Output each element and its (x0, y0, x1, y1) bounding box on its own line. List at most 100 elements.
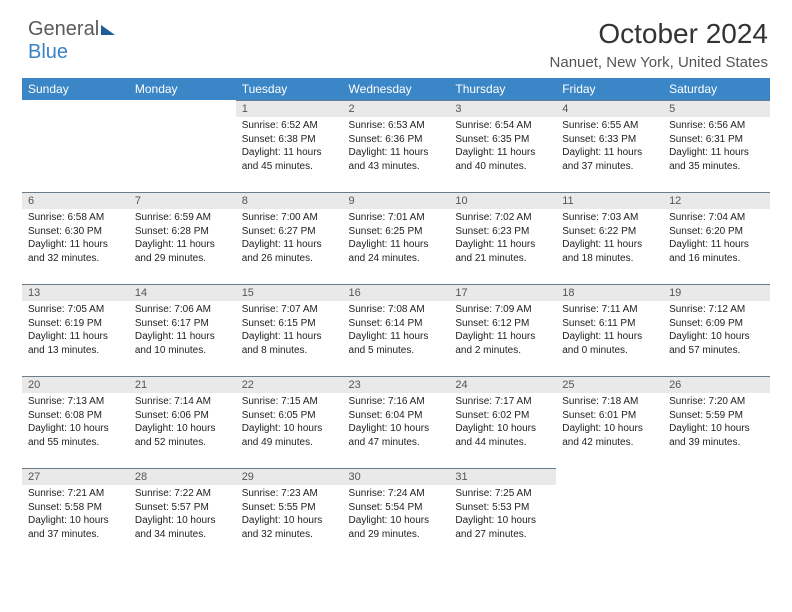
day-number: 11 (556, 192, 663, 209)
calendar-cell: 20Sunrise: 7:13 AMSunset: 6:08 PMDayligh… (22, 376, 129, 468)
daylight-line: Daylight: 11 hours and 5 minutes. (349, 330, 444, 357)
daylight-line: Daylight: 11 hours and 45 minutes. (242, 146, 337, 173)
daylight-line: Daylight: 11 hours and 0 minutes. (562, 330, 657, 357)
calendar-cell: 13 Sunrise: 7:05 AMSunset: 6:19 PMDayligh… (22, 284, 129, 376)
calendar-table: Sunday Monday Tuesday Wednesday Thursday… (22, 78, 770, 560)
calendar-cell (22, 100, 129, 192)
day-number: 25 (556, 376, 663, 393)
sunset-line: Sunset: 5:55 PM (242, 501, 337, 515)
day-number: 12 (663, 192, 770, 209)
sunrise-line: Sunrise: 6:55 AM (562, 119, 657, 133)
sunrise-line: Sunrise: 7:00 AM (242, 211, 337, 225)
day-number: 5 (663, 100, 770, 117)
calendar-cell: 9Sunrise: 7:01 AMSunset: 6:25 PMDaylight… (343, 192, 450, 284)
daylight-line: Daylight: 10 hours and 52 minutes. (135, 422, 230, 449)
daylight-line: Daylight: 11 hours and 2 minutes. (455, 330, 550, 357)
day-info: Sunrise: 7:04 AMSunset: 6:20 PMDaylight:… (663, 209, 770, 269)
day-number: 8 (236, 192, 343, 209)
sunset-line: Sunset: 6:02 PM (455, 409, 550, 423)
sunrise-line: Sunrise: 7:17 AM (455, 395, 550, 409)
calendar-row: 20Sunrise: 7:13 AMSunset: 6:08 PMDayligh… (22, 376, 770, 468)
calendar-cell: 25Sunrise: 7:18 AMSunset: 6:01 PMDayligh… (556, 376, 663, 468)
daylight-line: Daylight: 10 hours and 49 minutes. (242, 422, 337, 449)
calendar-cell: 31Sunrise: 7:25 AMSunset: 5:53 PMDayligh… (449, 468, 556, 560)
sunrise-line: Sunrise: 7:15 AM (242, 395, 337, 409)
sunrise-line: Sunrise: 7:07 AM (242, 303, 337, 317)
daylight-line: Daylight: 10 hours and 29 minutes. (349, 514, 444, 541)
daylight-line: Daylight: 10 hours and 34 minutes. (135, 514, 230, 541)
daylight-line: Daylight: 10 hours and 42 minutes. (562, 422, 657, 449)
weekday-header: Sunday (22, 78, 129, 100)
day-number: 31 (449, 468, 556, 485)
daylight-line: Daylight: 11 hours and 16 minutes. (669, 238, 764, 265)
day-number: 24 (449, 376, 556, 393)
sunset-line: Sunset: 6:31 PM (669, 133, 764, 147)
sunset-line: Sunset: 5:54 PM (349, 501, 444, 515)
calendar-cell: 27Sunrise: 7:21 AMSunset: 5:58 PMDayligh… (22, 468, 129, 560)
calendar-cell: 30Sunrise: 7:24 AMSunset: 5:54 PMDayligh… (343, 468, 450, 560)
sunrise-line: Sunrise: 7:20 AM (669, 395, 764, 409)
day-number: 4 (556, 100, 663, 117)
weekday-header: Thursday (449, 78, 556, 100)
logo-triangle-icon (101, 25, 115, 35)
daylight-line: Daylight: 11 hours and 13 minutes. (28, 330, 123, 357)
sunset-line: Sunset: 6:08 PM (28, 409, 123, 423)
daylight-line: Daylight: 10 hours and 57 minutes. (669, 330, 764, 357)
sunset-line: Sunset: 5:59 PM (669, 409, 764, 423)
day-number: 22 (236, 376, 343, 393)
day-number: 16 (343, 284, 450, 301)
daylight-line: Daylight: 10 hours and 37 minutes. (28, 514, 123, 541)
day-info: Sunrise: 6:58 AMSunset: 6:30 PMDaylight:… (22, 209, 129, 269)
sunrise-line: Sunrise: 7:11 AM (562, 303, 657, 317)
calendar-cell: 1Sunrise: 6:52 AMSunset: 6:38 PMDaylight… (236, 100, 343, 192)
calendar-cell: 5Sunrise: 6:56 AMSunset: 6:31 PMDaylight… (663, 100, 770, 192)
sunrise-line: Sunrise: 7:14 AM (135, 395, 230, 409)
day-info: Sunrise: 7:08 AMSunset: 6:14 PMDaylight:… (343, 301, 450, 361)
sunrise-line: Sunrise: 7:09 AM (455, 303, 550, 317)
daylight-line: Daylight: 11 hours and 37 minutes. (562, 146, 657, 173)
day-info: Sunrise: 6:56 AMSunset: 6:31 PMDaylight:… (663, 117, 770, 177)
daylight-line: Daylight: 11 hours and 43 minutes. (349, 146, 444, 173)
day-number: 23 (343, 376, 450, 393)
sunset-line: Sunset: 6:19 PM (28, 317, 123, 331)
sunrise-line: Sunrise: 6:52 AM (242, 119, 337, 133)
sunset-line: Sunset: 6:17 PM (135, 317, 230, 331)
day-info: Sunrise: 7:02 AMSunset: 6:23 PMDaylight:… (449, 209, 556, 269)
day-info: Sunrise: 6:55 AMSunset: 6:33 PMDaylight:… (556, 117, 663, 177)
sunrise-line: Sunrise: 7:25 AM (455, 487, 550, 501)
day-number: 29 (236, 468, 343, 485)
sunrise-line: Sunrise: 7:01 AM (349, 211, 444, 225)
weekday-header-row: Sunday Monday Tuesday Wednesday Thursday… (22, 78, 770, 100)
day-number: 10 (449, 192, 556, 209)
day-number: 15 (236, 284, 343, 301)
sunset-line: Sunset: 6:38 PM (242, 133, 337, 147)
weekday-header: Friday (556, 78, 663, 100)
day-info: Sunrise: 6:54 AMSunset: 6:35 PMDaylight:… (449, 117, 556, 177)
calendar-cell: 14Sunrise: 7:06 AMSunset: 6:17 PMDayligh… (129, 284, 236, 376)
day-number: 6 (22, 192, 129, 209)
sunset-line: Sunset: 6:06 PM (135, 409, 230, 423)
calendar-cell: 8Sunrise: 7:00 AMSunset: 6:27 PMDaylight… (236, 192, 343, 284)
sunrise-line: Sunrise: 7:13 AM (28, 395, 123, 409)
calendar-row: 1Sunrise: 6:52 AMSunset: 6:38 PMDaylight… (22, 100, 770, 192)
daylight-line: Daylight: 11 hours and 40 minutes. (455, 146, 550, 173)
day-number: 28 (129, 468, 236, 485)
sunrise-line: Sunrise: 7:05 AM (28, 303, 123, 317)
day-number: 9 (343, 192, 450, 209)
daylight-line: Daylight: 11 hours and 29 minutes. (135, 238, 230, 265)
sunset-line: Sunset: 6:05 PM (242, 409, 337, 423)
daylight-line: Daylight: 11 hours and 18 minutes. (562, 238, 657, 265)
day-number: 13 (22, 284, 129, 301)
sunset-line: Sunset: 6:36 PM (349, 133, 444, 147)
sunrise-line: Sunrise: 7:21 AM (28, 487, 123, 501)
calendar-cell: 22 Sunrise: 7:15 AMSunset: 6:05 PMDayligh… (236, 376, 343, 468)
calendar-row: 13Sunrise: 7:05 AMSunset: 6:19 PMDayligh… (22, 284, 770, 376)
sunset-line: Sunset: 6:11 PM (562, 317, 657, 331)
sunrise-line: Sunrise: 7:12 AM (669, 303, 764, 317)
sunrise-line: Sunrise: 7:08 AM (349, 303, 444, 317)
day-info: Sunrise: 7:16 AMSunset: 6:04 PMDaylight:… (343, 393, 450, 453)
calendar-cell: 23Sunrise: 7:16 AMSunset: 6:04 PMDayligh… (343, 376, 450, 468)
calendar-cell (129, 100, 236, 192)
day-number: 2 (343, 100, 450, 117)
calendar-cell: 16Sunrise: 7:08 AMSunset: 6:14 PMDayligh… (343, 284, 450, 376)
